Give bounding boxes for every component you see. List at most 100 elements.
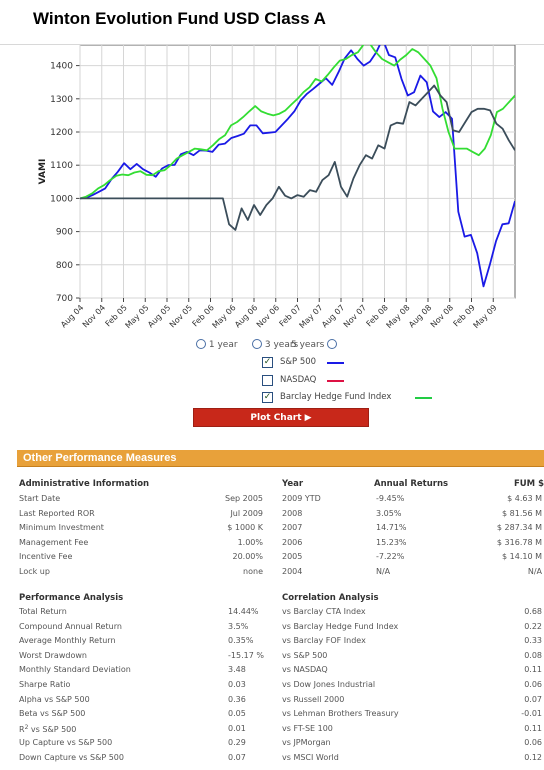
corr-label-4: vs NASDAQ xyxy=(282,665,328,675)
y-tick-label-7: 1400 xyxy=(50,62,73,72)
legend-label-sp500: S&P 500 xyxy=(280,357,317,367)
return-annual-0: -9.45% xyxy=(376,494,405,503)
admin-label-2: Minimum Investment xyxy=(19,523,104,533)
correlation-analysis-heading: Correlation Analysis xyxy=(282,593,379,603)
corr-value-1: 0.22 xyxy=(524,621,542,631)
return-fum-5: N/A xyxy=(527,567,542,576)
barclay-hedge-checkbox[interactable]: ✓ xyxy=(262,392,273,403)
legend-line-barclay-hedge xyxy=(415,397,432,399)
admin-value-0: Sep 2005 xyxy=(225,494,263,503)
corr-value-8: 0.11 xyxy=(524,723,542,733)
corr-value-4: 0.11 xyxy=(524,665,542,675)
y-tick-label-2: 900 xyxy=(56,228,73,238)
corr-label-3: vs S&P 500 xyxy=(282,650,328,660)
fum-column-header: FUM $ xyxy=(513,479,544,489)
plot-chart-button[interactable]: Plot Chart ▶ xyxy=(193,408,369,427)
legend-label-barclay-hedge: Barclay Hedge Fund Index xyxy=(280,392,392,402)
admin-label-1: Last Reported ROR xyxy=(19,508,95,518)
return-fum-0: $ 4.63 M xyxy=(507,494,542,503)
perf-value-6: 0.36 xyxy=(228,694,246,704)
admin-label-3: Management Fee xyxy=(19,537,89,547)
corr-value-5: 0.06 xyxy=(524,680,542,689)
perf-label-0: Total Return xyxy=(19,607,67,616)
x-tick-label-1: Nov 04 xyxy=(81,303,107,329)
corr-label-8: vs FT-SE 100 xyxy=(282,723,333,733)
return-year-2: 2007 xyxy=(282,523,303,533)
range-option-1-year[interactable]: 1 year xyxy=(196,339,238,350)
other-performance-header: Other Performance Measures xyxy=(17,450,544,467)
x-tick-label-12: Aug 07 xyxy=(320,303,346,329)
y-tick-label-0: 700 xyxy=(56,294,73,304)
x-tick-label-4: Aug 05 xyxy=(146,303,172,329)
x-tick-label-19: May 09 xyxy=(472,303,499,330)
x-tick-label-7: May 06 xyxy=(211,303,238,330)
perf-value-9: 0.29 xyxy=(228,738,246,748)
perf-label-9: Up Capture vs S&P 500 xyxy=(19,738,113,748)
nasdaq-checkbox[interactable] xyxy=(262,375,273,386)
radio-3-years[interactable] xyxy=(252,339,262,349)
perf-value-0: 14.44% xyxy=(228,607,259,616)
admin-value-1: Jul 2009 xyxy=(230,508,263,518)
y-tick-label-5: 1200 xyxy=(50,128,73,138)
corr-label-7: vs Lehman Brothers Treasury xyxy=(282,709,399,719)
return-annual-4: -7.22% xyxy=(376,552,405,562)
perf-value-5: 0.03 xyxy=(228,680,246,689)
return-year-3: 2006 xyxy=(282,537,303,547)
x-tick-label-13: Nov 07 xyxy=(342,303,368,329)
x-tick-label-8: Aug 06 xyxy=(233,303,259,329)
corr-label-0: vs Barclay CTA Index xyxy=(282,607,366,616)
admin-value-4: 20.00% xyxy=(232,552,263,562)
corr-value-6: 0.07 xyxy=(524,694,542,704)
series-line-2 xyxy=(80,84,515,231)
range-option-5-years[interactable]: 5 years xyxy=(291,339,338,350)
perf-value-3: -15.17 % xyxy=(228,650,264,660)
perf-label-10: Down Capture vs S&P 500 xyxy=(19,753,124,762)
x-tick-label-9: Nov 06 xyxy=(255,303,281,329)
y-tick-label-3: 1000 xyxy=(50,194,73,204)
admin-value-3: 1.00% xyxy=(237,537,263,547)
perf-label-8: R2 vs S&P 500 xyxy=(19,723,77,734)
y-tick-label-6: 1300 xyxy=(50,95,73,105)
return-fum-2: $ 287.34 M xyxy=(496,523,542,533)
perf-value-8: 0.01 xyxy=(228,723,246,733)
legend-label-nasdaq: NASDAQ xyxy=(280,375,317,385)
perf-value-1: 3.5% xyxy=(228,621,249,631)
admin-label-0: Start Date xyxy=(19,494,61,503)
corr-value-3: 0.08 xyxy=(524,650,542,660)
return-annual-1: 3.05% xyxy=(376,508,402,518)
x-tick-label-15: May 08 xyxy=(385,303,412,330)
y-tick-label-4: 1100 xyxy=(50,161,73,171)
perf-value-10: 0.07 xyxy=(228,753,246,762)
perf-value-4: 3.48 xyxy=(228,665,246,675)
sp500-checkbox[interactable]: ✓ xyxy=(262,357,273,368)
perf-label-7: Beta vs S&P 500 xyxy=(19,709,86,719)
series-line-1 xyxy=(80,45,515,200)
perf-label-2: Average Monthly Return xyxy=(19,636,116,646)
corr-value-0: 0.68 xyxy=(524,607,542,616)
corr-label-9: vs JPMorgan xyxy=(282,738,331,748)
y-axis-label: VAMI xyxy=(38,159,48,185)
admin-label-4: Incentive Fee xyxy=(19,552,73,562)
return-annual-2: 14.71% xyxy=(376,523,407,533)
admin-value-5: none xyxy=(243,567,263,576)
other-performance-title: Other Performance Measures xyxy=(23,452,177,464)
admin-value-2: $ 1000 K xyxy=(227,523,263,533)
legend-line-sp500 xyxy=(327,362,344,364)
return-year-5: 2004 xyxy=(282,567,303,576)
perf-label-4: Monthly Standard Deviation xyxy=(19,665,131,675)
corr-label-1: vs Barclay Hedge Fund Index xyxy=(282,621,399,631)
x-tick-label-0: Aug 04 xyxy=(59,303,85,329)
year-column-header: Year xyxy=(282,479,304,489)
admin-label-5: Lock up xyxy=(19,567,50,576)
range-label-1-year: 1 year xyxy=(208,340,238,350)
y-tick-label-1: 800 xyxy=(56,261,73,271)
admin-info-heading: Administrative Information xyxy=(19,479,150,489)
radio-5-years[interactable] xyxy=(327,339,338,349)
corr-label-6: vs Russell 2000 xyxy=(282,694,345,704)
page-title: Winton Evolution Fund USD Class A xyxy=(33,9,326,28)
radio-1-year[interactable] xyxy=(196,339,206,349)
range-option-3-years[interactable]: 3 years xyxy=(252,339,298,350)
x-tick-label-17: Nov 08 xyxy=(429,303,455,329)
corr-value-7: -0.01 xyxy=(521,709,542,719)
